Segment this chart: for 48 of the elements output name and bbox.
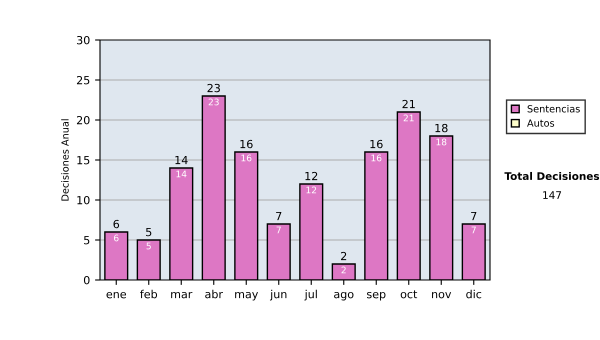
x-tick-label: sep: [367, 292, 386, 300]
x-tick-label: dic: [466, 290, 482, 298]
total-label: 2: [341, 252, 346, 260]
data-label: 2: [342, 266, 346, 274]
data-label: 7: [276, 226, 281, 234]
total-label: 5: [146, 228, 152, 236]
x-tick-label: ene: [106, 292, 126, 298]
y-axis-title: Decisiones Anual: [61, 119, 69, 201]
text: Total Decisiones: [504, 172, 600, 180]
x-tick-label: jun: [270, 290, 286, 300]
data-label: 21: [404, 114, 414, 122]
data-label: 14: [176, 170, 186, 178]
x-tick-label: may: [235, 292, 258, 300]
x-tick-label: oct: [400, 290, 418, 298]
legend-label: Autos: [527, 120, 554, 127]
total-label: 16: [370, 140, 383, 148]
total-label: 7: [276, 212, 282, 220]
x-tick-label: nov: [432, 292, 452, 298]
data-label: 16: [372, 154, 382, 162]
y-tick-label: 0: [84, 276, 90, 284]
total-label: 7: [471, 212, 476, 220]
data-label: 23: [208, 98, 219, 106]
y-tick-label: 15: [77, 156, 90, 164]
y-tick-label: 30: [76, 36, 90, 44]
data-label: 5: [146, 242, 151, 250]
legend-label: Sentencias: [528, 104, 580, 112]
x-tick-label: jul: [304, 290, 317, 300]
total-label: 21: [402, 100, 415, 108]
total-label: 18: [435, 124, 448, 132]
total-label: 6: [113, 220, 120, 228]
y-tick-label: 5: [84, 236, 90, 244]
total-label: 14: [175, 156, 188, 164]
data-label: 6: [114, 234, 119, 242]
data-label: 18: [436, 138, 446, 146]
y-tick-label: 25: [76, 76, 90, 84]
x-tick-label: ago: [334, 292, 354, 300]
data-label: 16: [242, 154, 252, 162]
x-tick-label: mar: [171, 292, 192, 298]
y-tick-label: 10: [77, 196, 90, 204]
text: 147: [543, 191, 562, 199]
y-tick-label: 20: [76, 116, 90, 124]
x-tick-label: abr: [205, 290, 223, 298]
data-label: 7: [472, 226, 476, 234]
x-tick-label: feb: [140, 290, 158, 298]
data-label: 12: [306, 186, 316, 194]
total-label: 16: [240, 140, 253, 148]
total-label: 23: [207, 84, 220, 92]
total-label: 12: [305, 172, 318, 180]
